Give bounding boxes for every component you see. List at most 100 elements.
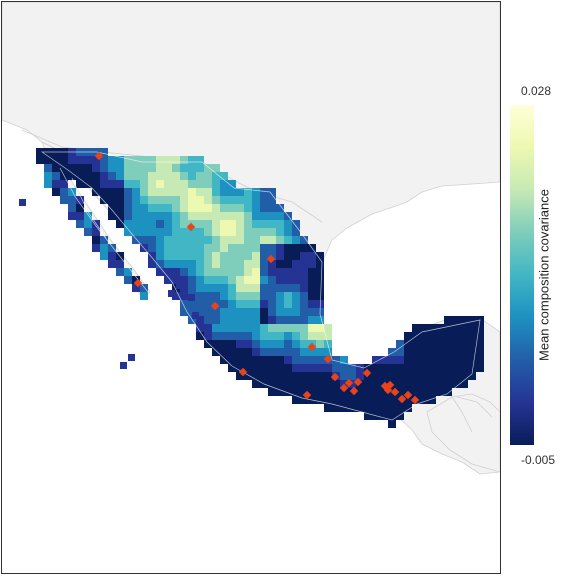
grid-cell	[92, 164, 100, 172]
grid-cell	[284, 244, 292, 252]
grid-cell	[252, 260, 260, 268]
grid-cell	[292, 372, 300, 380]
grid-cell	[60, 196, 68, 204]
grid-cell	[188, 156, 196, 164]
grid-cell	[244, 364, 252, 372]
legend: 0.028 Mean composition covariance -0.005	[505, 80, 575, 480]
grid-cell	[268, 388, 276, 396]
grid-cell	[276, 276, 284, 284]
grid-cell	[316, 284, 324, 292]
grid-cell	[228, 308, 236, 316]
grid-cell	[308, 268, 316, 276]
grid-cell	[244, 348, 252, 356]
grid-cell	[76, 204, 84, 212]
sample-site-marker	[353, 377, 363, 387]
grid-cell	[188, 284, 196, 292]
grid-cell	[172, 204, 180, 212]
grid-cell	[212, 188, 220, 196]
grid-cell	[168, 290, 175, 297]
grid-cell	[308, 356, 316, 364]
grid-cell	[268, 228, 276, 236]
grid-cell	[276, 308, 284, 316]
sample-site-marker	[349, 386, 359, 396]
grid-cell	[276, 340, 284, 348]
grid-cell	[220, 324, 228, 332]
grid-cell	[436, 356, 444, 364]
grid-cell	[276, 300, 284, 308]
grid-cell	[420, 396, 428, 404]
grid-cell	[236, 356, 244, 364]
grid-cell	[396, 412, 404, 420]
grid-cell	[476, 340, 484, 348]
grid-cell	[116, 268, 124, 276]
grid-cell	[308, 380, 316, 388]
grid-cell	[92, 156, 100, 164]
grid-cell	[196, 236, 204, 244]
grid-cell	[340, 356, 348, 364]
grid-cell	[276, 268, 284, 276]
grid-cell	[180, 292, 188, 300]
grid-cell	[148, 220, 156, 228]
grid-cell	[172, 220, 180, 228]
grid-cell	[100, 172, 108, 180]
grid-cell	[132, 172, 140, 180]
grid-cell	[204, 172, 212, 180]
grid-cell	[324, 380, 332, 388]
grid-cell	[228, 356, 236, 364]
grid-cell	[236, 324, 244, 332]
grid-cell	[180, 284, 188, 292]
grid-cell	[340, 364, 348, 372]
grid-cell	[252, 356, 260, 364]
grid-cell	[68, 204, 76, 212]
grid-cell	[396, 380, 404, 388]
grid-cell	[436, 388, 444, 396]
grid-cell	[228, 276, 236, 284]
grid-cell	[100, 180, 108, 188]
grid-cell	[276, 316, 284, 324]
grid-cell	[332, 388, 340, 396]
grid-cell	[308, 260, 316, 268]
grid-cell	[108, 164, 116, 172]
grid-cell	[460, 332, 468, 340]
grid-cell	[268, 340, 276, 348]
grid-cell	[444, 364, 452, 372]
grid-cell	[148, 172, 156, 180]
grid-cell	[204, 308, 212, 316]
grid-cell	[220, 348, 228, 356]
grid-cell	[108, 212, 116, 220]
grid-cell	[308, 292, 316, 300]
grid-cell	[84, 212, 92, 220]
grid-cell	[244, 260, 252, 268]
grid-cell	[380, 364, 388, 372]
grid-cell	[204, 252, 212, 260]
grid-cell	[404, 356, 412, 364]
grid-cell	[260, 228, 268, 236]
grid-cell	[92, 228, 100, 236]
grid-cell	[260, 292, 268, 300]
grid-cell	[140, 164, 148, 172]
grid-cell	[468, 340, 476, 348]
grid-cell	[284, 284, 292, 292]
grid-cell	[204, 292, 212, 300]
grid-cell	[308, 372, 316, 380]
grid-cell	[436, 372, 444, 380]
sample-site-marker	[339, 383, 349, 393]
grid-cell	[204, 340, 212, 348]
grid-cell	[468, 316, 476, 324]
grid-cell	[300, 252, 308, 260]
legend-title: Mean composition covariance	[536, 189, 552, 361]
grid-cell	[116, 260, 124, 268]
grid-cell	[444, 348, 452, 356]
grid-cell	[252, 244, 260, 252]
grid-cell	[380, 404, 388, 412]
grid-cell	[220, 252, 228, 260]
grid-cell	[180, 172, 188, 180]
grid-cell	[324, 372, 332, 380]
grid-cell	[196, 308, 204, 316]
grid-cell	[212, 260, 220, 268]
grid-cell	[428, 324, 436, 332]
grid-cell	[228, 228, 236, 236]
grid-cell	[116, 156, 124, 164]
grid-cell	[292, 268, 300, 276]
grid-cell	[244, 252, 252, 260]
